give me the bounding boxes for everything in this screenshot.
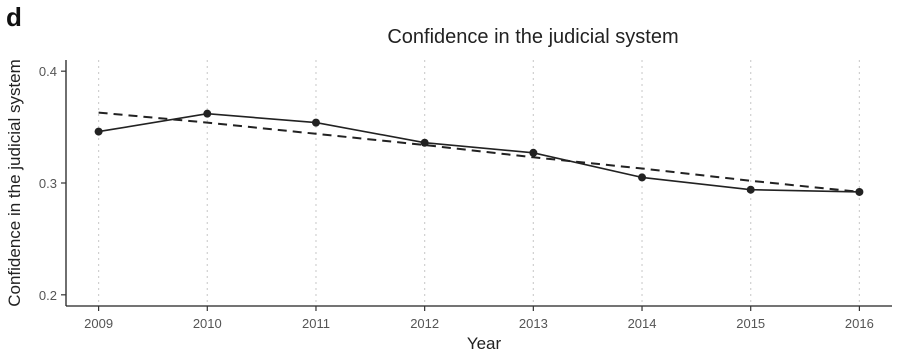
x-tick-label: 2013 [519, 316, 548, 331]
y-tick-label: 0.2 [39, 288, 57, 303]
vertical-gridlines [98, 60, 860, 306]
data-point [420, 138, 429, 147]
y-tick-label: 0.3 [39, 176, 57, 191]
data-point [203, 109, 212, 118]
series-line [98, 112, 860, 193]
chart-title: Confidence in the judicial system [387, 26, 678, 48]
x-tick-label: 2016 [845, 316, 874, 331]
data-point [855, 187, 864, 196]
x-tick-label: 2015 [736, 316, 765, 331]
y-axis-label: Confidence in the judicial system [5, 59, 24, 307]
x-tick-label: 2012 [410, 316, 439, 331]
x-tick-label: 2009 [84, 316, 113, 331]
data-point [311, 118, 320, 127]
x-axis-label: Year [467, 334, 502, 353]
data-point [529, 148, 538, 157]
data-point [94, 127, 103, 136]
x-tick-label: 2014 [628, 316, 657, 331]
x-axis-ticks: 2009 2010 2011 2012 2013 2014 2015 2016 [84, 306, 874, 331]
x-tick-label: 2010 [193, 316, 222, 331]
y-tick-label: 0.4 [39, 64, 57, 79]
x-tick-label: 2011 [302, 316, 330, 331]
y-axis-ticks: 0.2 0.3 0.4 [39, 64, 66, 303]
series-layer [94, 109, 864, 196]
panel-label: d [6, 2, 22, 32]
data-point [638, 173, 647, 182]
trend-line-dashed [98, 111, 860, 193]
data-point [746, 185, 755, 194]
